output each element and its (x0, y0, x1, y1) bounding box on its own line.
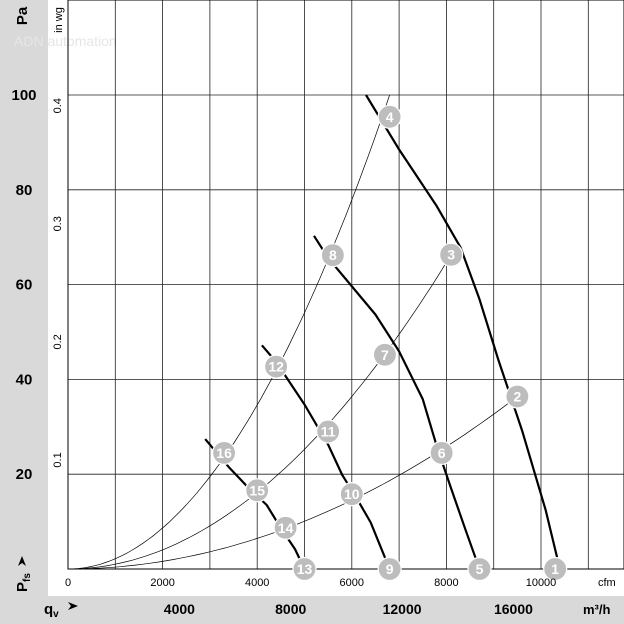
fan-curve (204, 438, 306, 570)
marker-label: 10 (344, 486, 360, 502)
inwg-tick-labels: 0.1 0.2 0.3 0.4 (52, 98, 64, 468)
pa-tick-label: 60 (16, 277, 33, 294)
qv-arrow-icon (68, 602, 78, 610)
pa-tick-label: 100 (11, 87, 36, 104)
fan-curve (313, 235, 481, 570)
marker-label: 15 (249, 482, 265, 498)
m3h-unit-label: m³/h (583, 602, 611, 617)
plot-frame (67, 0, 624, 570)
marker-circle (339, 482, 364, 507)
pfs-axis-label: Pfs (14, 573, 33, 592)
m3h-tick-label: 4000 (164, 601, 195, 617)
marker-circle (273, 515, 298, 540)
marker-circle (316, 419, 341, 444)
operating-point-marker: 5 (467, 556, 492, 582)
pa-tick-labels: 20 40 60 80 100 (11, 87, 36, 483)
marker-circle (292, 556, 317, 582)
marker-label: 3 (447, 247, 455, 263)
m3h-tick-label: 8000 (275, 601, 306, 617)
inwg-tick-label: 0.2 (52, 334, 64, 349)
operating-point-marker: 15 (245, 478, 270, 503)
marker-label: 7 (381, 347, 389, 363)
watermark: ADN automation (14, 33, 117, 49)
operating-point-marker: 12 (264, 354, 289, 379)
marker-label: 4 (386, 109, 394, 125)
inwg-tick-label: 0.4 (52, 98, 64, 113)
operating-point-marker: 10 (339, 482, 364, 507)
marker-label: 14 (278, 520, 294, 536)
marker-label: 16 (216, 445, 232, 461)
m3h-tick-label: 16000 (494, 601, 533, 617)
pfs-sub: fs (22, 573, 33, 582)
marker-circle (211, 440, 237, 465)
marker-label: 9 (386, 561, 394, 577)
marker-label: 1 (551, 561, 559, 577)
operating-point-marker: 7 (372, 342, 398, 367)
marker-circle (245, 478, 270, 503)
cfm-tick-label: 0 (65, 577, 71, 589)
marker-label: 8 (329, 247, 337, 263)
pa-tick-label: 40 (16, 371, 33, 388)
pa-tick-label: 20 (16, 466, 33, 483)
operating-point-marker: 3 (439, 242, 464, 267)
operating-point-marker: 4 (377, 104, 402, 129)
operating-point-marker: 1 (543, 556, 568, 582)
system-curve (67, 254, 452, 570)
marker-label: 13 (297, 561, 313, 577)
bottom-axis-panel (0, 596, 624, 624)
operating-point-marker: 6 (429, 440, 454, 465)
inwg-unit-label: in wg (53, 7, 65, 33)
marker-label: 5 (476, 561, 484, 577)
operating-point-marker: 16 (211, 440, 237, 465)
operating-point-marker: 11 (316, 419, 341, 444)
marker-circle (377, 556, 402, 582)
inwg-tick-label: 0.3 (52, 216, 64, 231)
marker-circle (377, 104, 402, 129)
cfm-tick-label: 8000 (434, 577, 458, 589)
fan-curve (365, 94, 561, 570)
qv-sub: v (53, 609, 59, 620)
cfm-tick-label: 6000 (340, 577, 364, 589)
pfs-arrow-icon (18, 556, 26, 566)
qv-label: q (44, 601, 53, 618)
cfm-tick-labels: 0 2000 4000 6000 8000 10000 (65, 577, 556, 589)
operating-point-marker: 9 (377, 556, 402, 582)
marker-label: 11 (321, 424, 336, 440)
operating-point-marker: 13 (292, 556, 317, 582)
marker-circle (439, 242, 464, 267)
marker-label: 12 (268, 359, 284, 375)
marker-label: 2 (513, 388, 521, 404)
operating-point-marker: 2 (505, 384, 530, 409)
pa-unit-label: Pa (14, 6, 31, 25)
cfm-tick-label: 10000 (526, 577, 557, 589)
marker-label: 6 (438, 445, 446, 461)
inwg-tick-label: 0.1 (52, 452, 64, 467)
qv-axis-label: qv (44, 601, 59, 620)
marker-circle (505, 384, 530, 409)
system-curves (67, 94, 518, 570)
m3h-tick-labels: 4000 8000 12000 16000 (164, 601, 533, 617)
cfm-unit-label: cfm (598, 577, 616, 589)
pfs-label: P (14, 582, 31, 592)
left-axis-panel (0, 0, 48, 624)
m3h-tick-label: 12000 (383, 601, 422, 617)
operating-point-marker: 14 (273, 515, 298, 540)
marker-circle (264, 354, 289, 379)
marker-circle (429, 440, 454, 465)
marker-circle (467, 556, 492, 582)
svg-text:Pfs: Pfs (14, 573, 33, 592)
pa-tick-label: 80 (16, 182, 33, 199)
marker-circle (543, 556, 568, 582)
marker-circle (320, 243, 345, 268)
cfm-tick-label: 4000 (245, 577, 269, 589)
operating-point-marker: 8 (320, 243, 345, 268)
marker-circle (372, 342, 398, 367)
cfm-tick-label: 2000 (150, 577, 174, 589)
